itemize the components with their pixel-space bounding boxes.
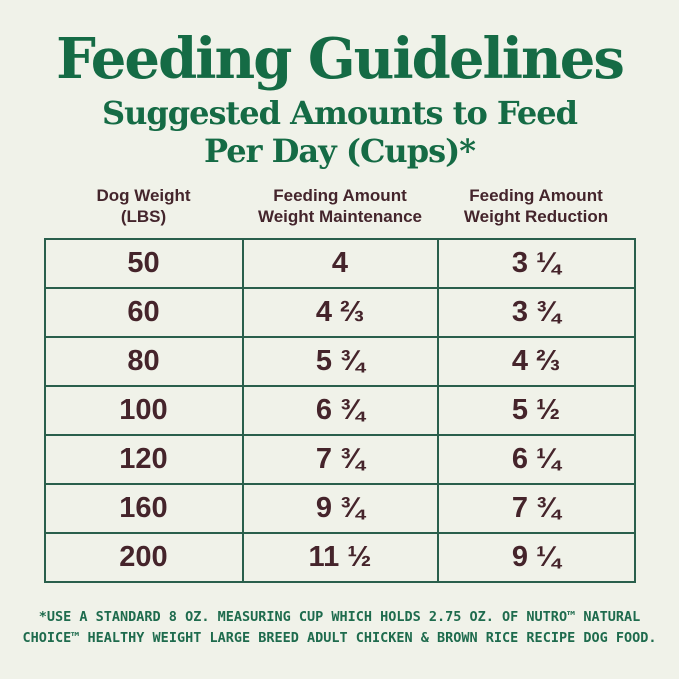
dog-weight-cell: 160 bbox=[43, 482, 244, 534]
column-header-line: (LBS) bbox=[120, 207, 167, 227]
table-row: 50 4 3 ¼ bbox=[43, 237, 636, 289]
table-row: 120 7 ¾ 6 ¼ bbox=[43, 433, 636, 485]
dog-weight-cell: 100 bbox=[43, 384, 244, 436]
feeding-amounts-table: 50 4 3 ¼ 60 4 ⅔ 3 ¾ 80 5 ¾ 4 ⅔ 100 6 ¾ 5… bbox=[43, 237, 636, 583]
reduction-amount-cell: 3 ¾ bbox=[436, 286, 636, 338]
reduction-amount-cell: 5 ½ bbox=[436, 384, 636, 436]
maintenance-amount-cell: 6 ¾ bbox=[241, 384, 439, 436]
column-header-line: Weight Reduction bbox=[463, 207, 609, 227]
footnote-line-1: *USE A STANDARD 8 OZ. MEASURING CUP WHIC… bbox=[38, 608, 641, 625]
dog-weight-cell: 200 bbox=[43, 531, 244, 583]
column-header-line: Weight Maintenance bbox=[257, 207, 423, 227]
reduction-amount-cell: 6 ¼ bbox=[436, 433, 636, 485]
dog-weight-cell: 50 bbox=[43, 237, 244, 289]
maintenance-amount-cell: 9 ¾ bbox=[241, 482, 439, 534]
dog-weight-cell: 60 bbox=[43, 286, 244, 338]
dog-weight-cell: 80 bbox=[43, 335, 244, 387]
column-header-line: Dog Weight bbox=[96, 186, 191, 206]
reduction-amount-cell: 3 ¼ bbox=[436, 237, 636, 289]
maintenance-amount-cell: 4 bbox=[241, 237, 439, 289]
reduction-amount-cell: 7 ¾ bbox=[436, 482, 636, 534]
maintenance-amount-cell: 11 ½ bbox=[241, 531, 439, 583]
subtitle-line-2: Per Day (Cups)* bbox=[204, 131, 476, 170]
reduction-amount-cell: 9 ¼ bbox=[436, 531, 636, 583]
maintenance-amount-cell: 7 ¾ bbox=[241, 433, 439, 485]
column-header-line: Feeding Amount bbox=[273, 186, 407, 206]
maintenance-amount-cell: 4 ⅔ bbox=[241, 286, 439, 338]
column-header-weight-reduction: Feeding Amount Weight Reduction bbox=[438, 186, 635, 227]
table-row: 160 9 ¾ 7 ¾ bbox=[43, 482, 636, 534]
footnote-line-2: CHOICE™ HEALTHY WEIGHT LARGE BREED ADULT… bbox=[22, 629, 657, 646]
column-header-line: Feeding Amount bbox=[469, 186, 603, 206]
table-column-headers: Dog Weight (LBS) Feeding Amount Weight M… bbox=[45, 186, 635, 227]
subtitle-line-1: Suggested Amounts to Feed bbox=[102, 93, 578, 132]
column-header-weight-maintenance: Feeding Amount Weight Maintenance bbox=[243, 186, 438, 227]
page-title: Feeding Guidelines bbox=[56, 26, 625, 92]
column-header-dog-weight: Dog Weight (LBS) bbox=[45, 186, 243, 227]
table-row: 100 6 ¾ 5 ½ bbox=[43, 384, 636, 436]
page-subtitle: Suggested Amounts to Feed Per Day (Cups)… bbox=[0, 93, 679, 171]
table-row: 80 5 ¾ 4 ⅔ bbox=[43, 335, 636, 387]
table-row: 60 4 ⅔ 3 ¾ bbox=[43, 286, 636, 338]
measuring-cup-footnote: *USE A STANDARD 8 OZ. MEASURING CUP WHIC… bbox=[0, 607, 679, 649]
reduction-amount-cell: 4 ⅔ bbox=[436, 335, 636, 387]
dog-weight-cell: 120 bbox=[43, 433, 244, 485]
maintenance-amount-cell: 5 ¾ bbox=[241, 335, 439, 387]
table-row: 200 11 ½ 9 ¼ bbox=[43, 531, 636, 583]
